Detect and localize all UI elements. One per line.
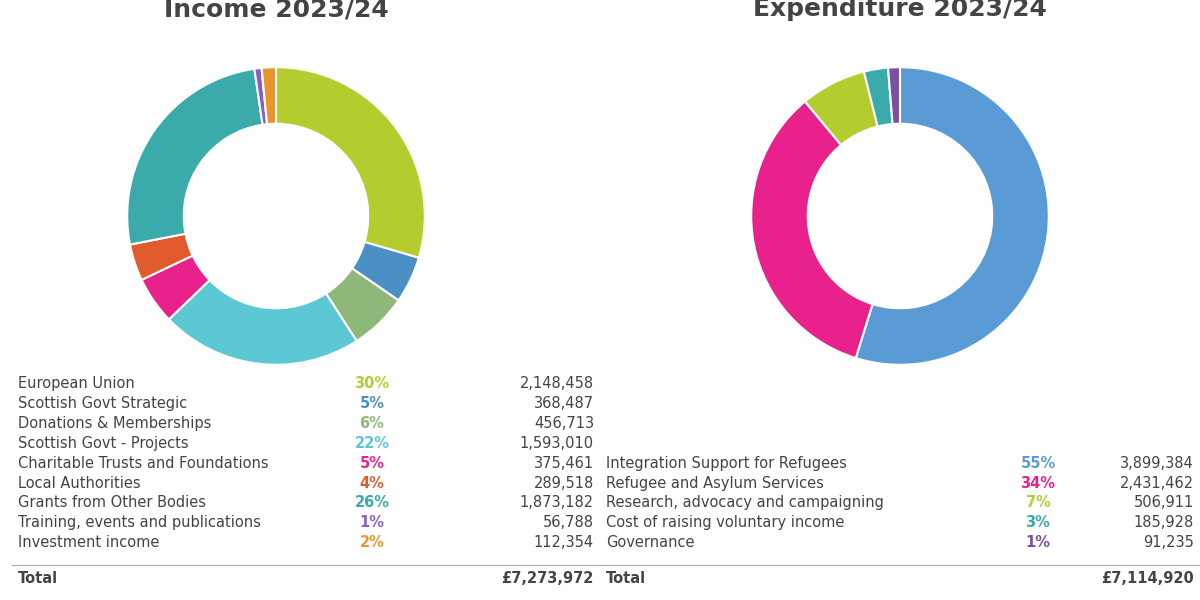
Text: 506,911: 506,911 <box>1134 496 1194 511</box>
Text: Scottish Govt Strategic: Scottish Govt Strategic <box>18 396 187 411</box>
Wedge shape <box>751 101 872 358</box>
Text: 3,899,384: 3,899,384 <box>1121 456 1194 470</box>
Text: 5%: 5% <box>360 456 384 470</box>
Text: 55%: 55% <box>1020 456 1056 470</box>
Text: 22%: 22% <box>354 436 390 451</box>
Text: Charitable Trusts and Foundations: Charitable Trusts and Foundations <box>18 456 269 470</box>
Wedge shape <box>888 67 900 124</box>
Text: Governance: Governance <box>606 535 695 550</box>
Text: Refugee and Asylum Services: Refugee and Asylum Services <box>606 476 824 491</box>
Text: 375,461: 375,461 <box>534 456 594 470</box>
Text: European Union: European Union <box>18 376 134 391</box>
Text: £7,114,920: £7,114,920 <box>1102 571 1194 586</box>
Title: Expenditure 2023/24: Expenditure 2023/24 <box>754 0 1046 21</box>
Text: 112,354: 112,354 <box>534 535 594 550</box>
Text: 1,593,010: 1,593,010 <box>520 436 594 451</box>
Wedge shape <box>326 268 398 341</box>
Text: 4%: 4% <box>360 476 384 491</box>
Text: 2,148,458: 2,148,458 <box>520 376 594 391</box>
Wedge shape <box>142 256 210 319</box>
Wedge shape <box>130 234 193 280</box>
Text: 91,235: 91,235 <box>1144 535 1194 550</box>
Text: 456,713: 456,713 <box>534 416 594 431</box>
Text: Grants from Other Bodies: Grants from Other Bodies <box>18 496 206 511</box>
Title: Income 2023/24: Income 2023/24 <box>163 0 389 21</box>
Text: Total: Total <box>18 571 58 586</box>
Text: 7%: 7% <box>1026 496 1050 511</box>
Wedge shape <box>805 71 877 145</box>
Text: 1,873,182: 1,873,182 <box>520 496 594 511</box>
Text: 1%: 1% <box>360 515 384 530</box>
Wedge shape <box>127 69 263 245</box>
Text: Cost of raising voluntary income: Cost of raising voluntary income <box>606 515 845 530</box>
Text: 5%: 5% <box>360 396 384 411</box>
Text: 3%: 3% <box>1026 515 1050 530</box>
Text: 30%: 30% <box>354 376 390 391</box>
Text: 34%: 34% <box>1020 476 1056 491</box>
Wedge shape <box>864 68 893 127</box>
Text: Scottish Govt - Projects: Scottish Govt - Projects <box>18 436 188 451</box>
Wedge shape <box>169 280 356 365</box>
Text: Training, events and publications: Training, events and publications <box>18 515 260 530</box>
Text: Donations & Memberships: Donations & Memberships <box>18 416 211 431</box>
Text: Investment income: Investment income <box>18 535 160 550</box>
Wedge shape <box>254 68 268 125</box>
Text: 6%: 6% <box>360 416 384 431</box>
Text: 185,928: 185,928 <box>1134 515 1194 530</box>
Wedge shape <box>276 67 425 258</box>
Text: Integration Support for Refugees: Integration Support for Refugees <box>606 456 847 470</box>
Wedge shape <box>352 242 419 301</box>
Text: 56,788: 56,788 <box>542 515 594 530</box>
Text: Total: Total <box>606 571 646 586</box>
Text: Local Authorities: Local Authorities <box>18 476 140 491</box>
Text: 26%: 26% <box>354 496 390 511</box>
Text: Research, advocacy and campaigning: Research, advocacy and campaigning <box>606 496 884 511</box>
Text: 368,487: 368,487 <box>534 396 594 411</box>
Text: £7,273,972: £7,273,972 <box>502 571 594 586</box>
Wedge shape <box>262 67 276 124</box>
Text: 1%: 1% <box>1026 535 1050 550</box>
Text: 2,431,462: 2,431,462 <box>1120 476 1194 491</box>
Text: 289,518: 289,518 <box>534 476 594 491</box>
Text: 2%: 2% <box>360 535 384 550</box>
Wedge shape <box>856 67 1049 365</box>
